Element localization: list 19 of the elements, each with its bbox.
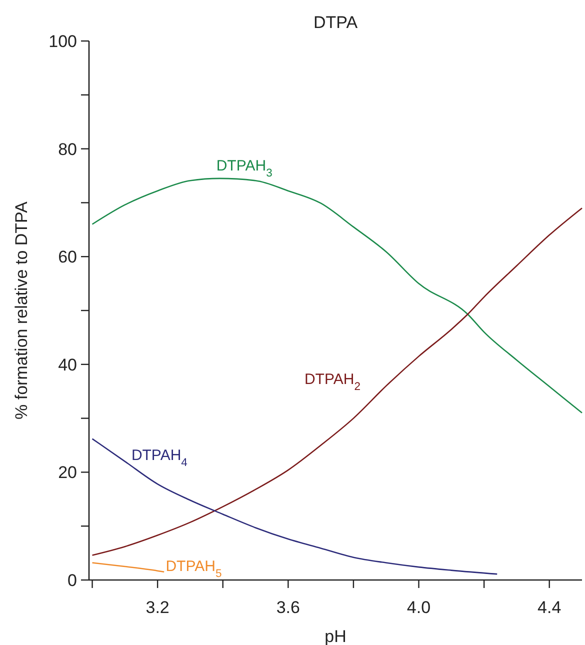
series-label: DTPAH$_{2}$	[304, 370, 360, 393]
y-axis-title: % formation relative to DTPA	[12, 200, 31, 420]
line-series	[92, 562, 165, 573]
series-label: DTPAH$_{5}$	[166, 558, 222, 580]
y-tick-label: 40	[58, 355, 77, 374]
y-tick-label: 80	[58, 140, 77, 159]
series-label: DTPAH$_{4}$	[131, 446, 188, 469]
x-tick-label: 4.0	[406, 598, 431, 617]
x-tick-label: 3.2	[146, 598, 170, 617]
y-tick-label: 20	[58, 463, 77, 482]
line-series	[92, 178, 583, 414]
line-series	[92, 207, 583, 556]
y-tick-label: 100	[48, 32, 77, 51]
chart-title: DTPA	[313, 13, 358, 32]
x-tick-label: 4.4	[538, 598, 562, 617]
x-tick-label: 3.6	[276, 598, 300, 617]
y-tick-label: 60	[58, 248, 77, 267]
y-tick-label: 0	[68, 570, 77, 590]
series-label: DTPAH$_{3}$	[216, 157, 272, 180]
